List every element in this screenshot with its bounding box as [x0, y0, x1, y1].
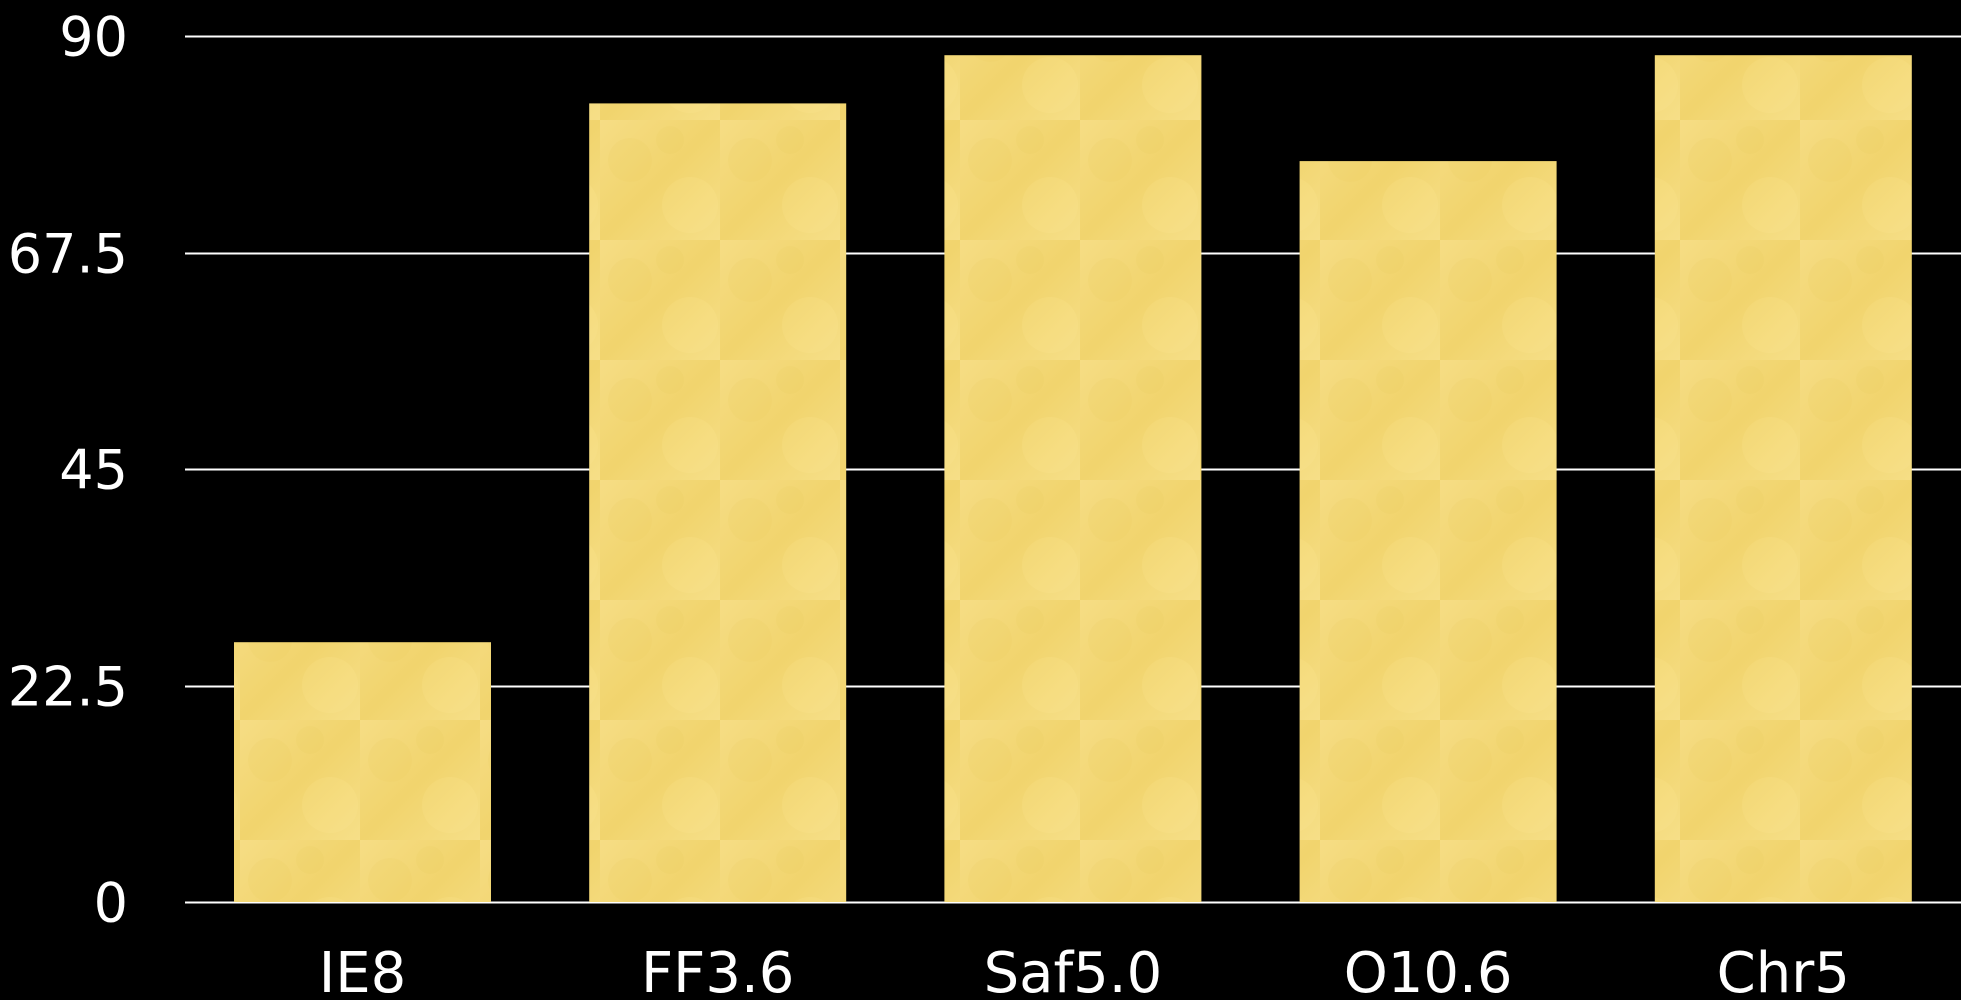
bar-chr5 [1654, 55, 1912, 902]
y-tick-label: 67.5 [8, 223, 128, 286]
bar-saf5-0 [944, 55, 1202, 902]
x-tick-label: FF3.6 [641, 941, 794, 1000]
y-axis: 0 22.5 45 67.5 90 [8, 6, 128, 935]
bar-ie8 [234, 642, 491, 902]
x-tick-label: IE8 [319, 941, 407, 1000]
x-axis: IE8 FF3.6 Saf5.0 O10.6 Chr5 [319, 941, 1850, 1000]
x-tick-label: O10.6 [1344, 941, 1513, 1000]
x-tick-label: Chr5 [1717, 941, 1850, 1000]
y-tick-label: 90 [59, 6, 128, 69]
y-tick-label: 0 [94, 872, 128, 935]
y-tick-label: 45 [59, 439, 128, 502]
bar-o10-6 [1299, 161, 1557, 903]
bars [234, 55, 1912, 903]
y-tick-label: 22.5 [8, 656, 128, 719]
bar-ff3-6 [589, 103, 847, 902]
x-tick-label: Saf5.0 [984, 941, 1163, 1000]
